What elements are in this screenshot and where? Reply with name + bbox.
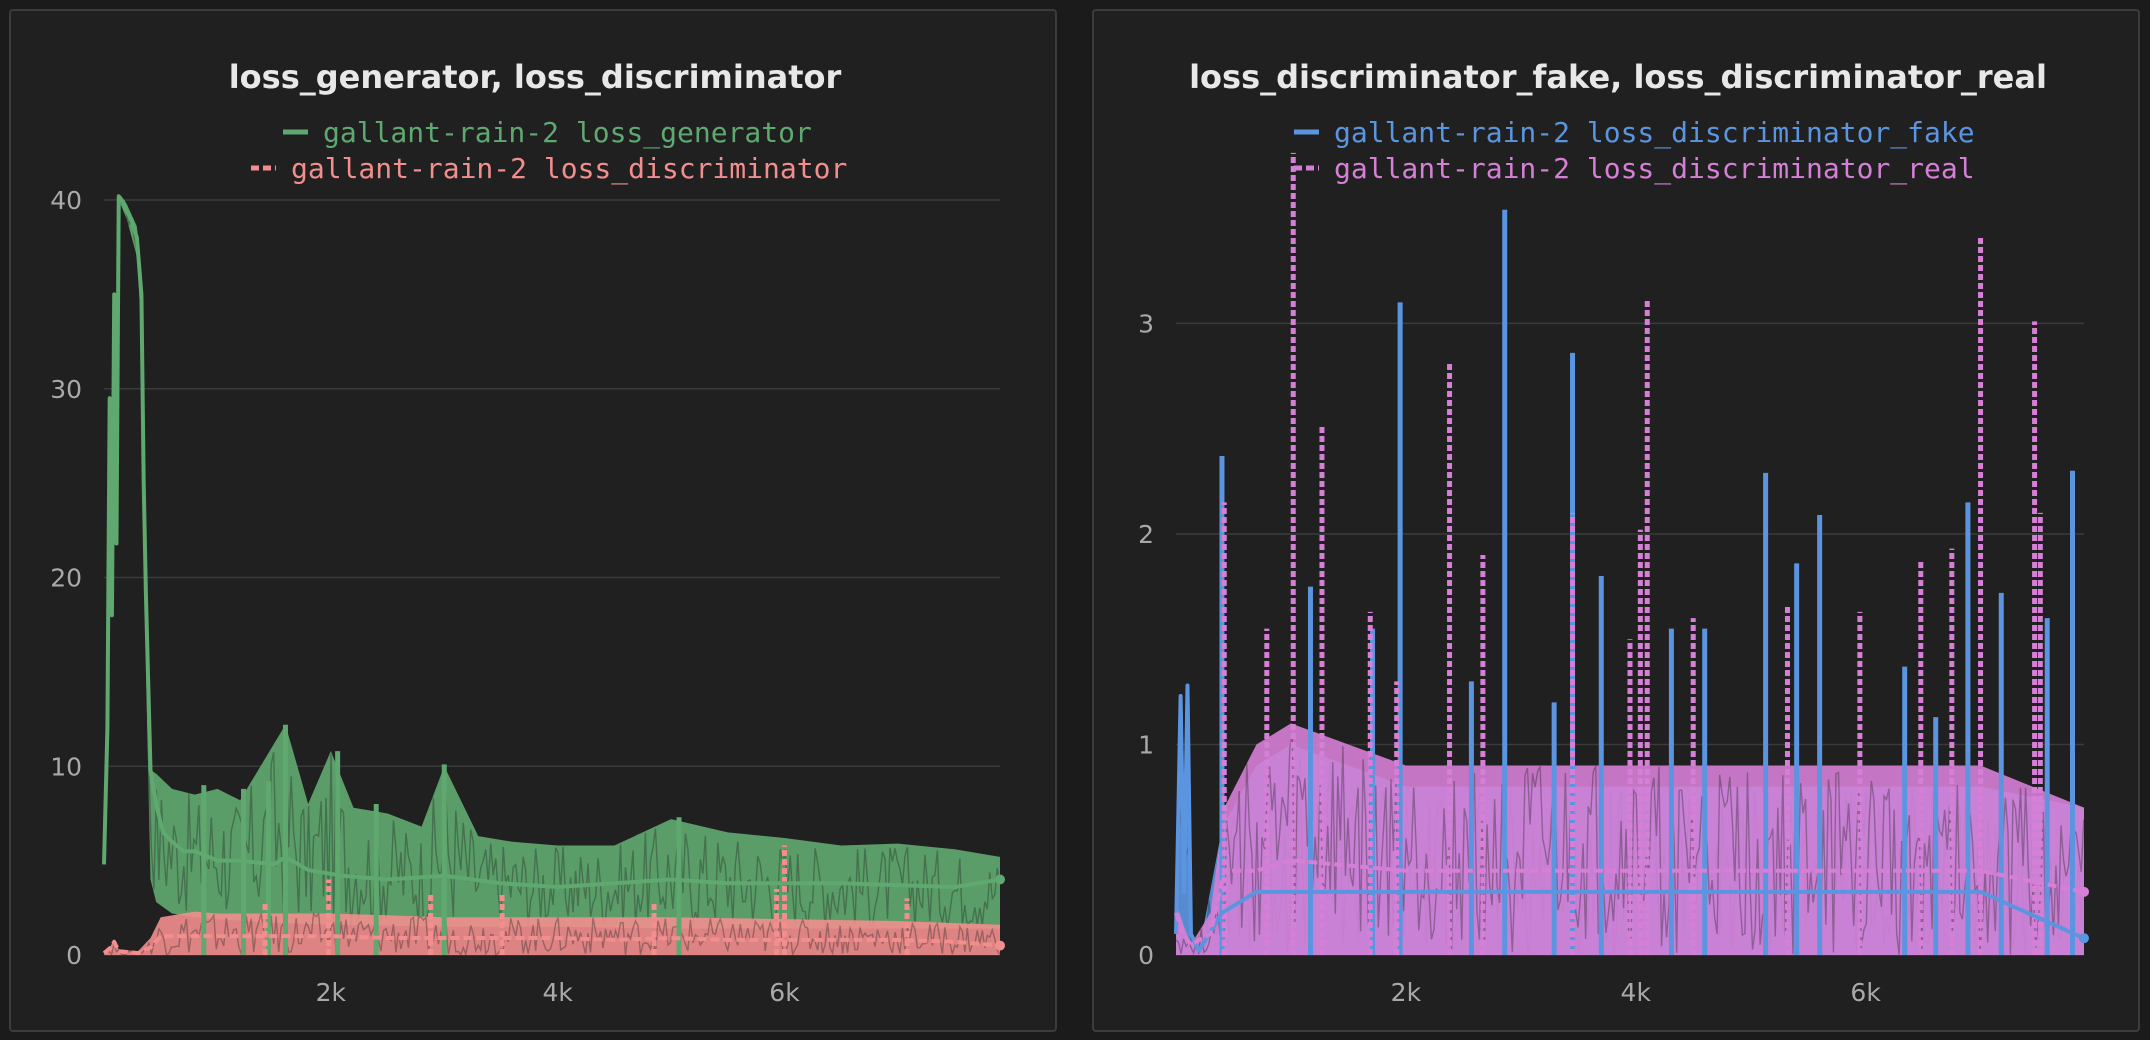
legend-label-loss-discriminator[interactable]: gallant-rain-2 loss_discriminator: [291, 152, 847, 186]
chart-panel-left: 0 10 20 30 40 2k 4k 6k loss_generator, loss_dis…: [9, 9, 1057, 1032]
series-end-point-gallant-rain-2-loss_discriminator_fake: [2079, 933, 2089, 944]
chart-panel-right: 0 1 2 3 2k 4k 6k loss_discriminator_fake, loss…: [1092, 9, 2140, 1032]
legend-label-loss-generator[interactable]: gallant-rain-2 loss_generator: [323, 116, 812, 150]
series-band-gallant-rain-2-loss_generator: [104, 196, 1000, 929]
y-tick-label: 40: [50, 186, 82, 215]
x-tick-label: 2k: [316, 978, 347, 1007]
y-tick-label: 0: [1138, 941, 1154, 970]
x-tick-label: 6k: [769, 978, 800, 1007]
y-tick-label: 30: [50, 375, 82, 404]
y-tick-label: 3: [1138, 309, 1154, 338]
series-end-point-gallant-rain-2-loss_generator: [995, 874, 1005, 885]
y-tick-label: 20: [50, 564, 82, 593]
series-texture-gallant-rain-2-loss_generator: [103, 196, 1001, 929]
series-band-gallant-rain-2-loss_discriminator_real: [1176, 723, 2084, 955]
y-tick-label: 0: [66, 941, 82, 970]
y-tick-label: 1: [1138, 730, 1154, 759]
chart-right: 0 1 2 3 2k 4k 6k loss_discriminator_fake, loss…: [1138, 58, 2089, 1007]
legend: gallant-rain-2 loss_generator gallant-ra…: [251, 116, 847, 186]
legend-label-loss-discriminator-real[interactable]: gallant-rain-2 loss_discriminator_real: [1334, 152, 1975, 186]
series-end-point-gallant-rain-2-loss_discriminator: [995, 940, 1005, 951]
series-line-gallant-rain-2-loss_discriminator_fake[interactable]: [1174, 683, 2085, 953]
series-line-gallant-rain-2-loss_generator[interactable]: [102, 194, 1001, 890]
chart-title: loss_generator, loss_discriminator: [229, 58, 842, 96]
chart-title: loss_discriminator_fake, loss_discrimina…: [1189, 58, 2047, 96]
legend-label-loss-discriminator-fake[interactable]: gallant-rain-2 loss_discriminator_fake: [1334, 116, 1975, 150]
x-tick-label: 2k: [1391, 978, 1422, 1007]
y-tick-label: 10: [50, 752, 82, 781]
chart-left: 0 10 20 30 40 2k 4k 6k loss_generator, loss_dis…: [50, 58, 1005, 1007]
y-tick-label: 2: [1138, 520, 1154, 549]
series-end-point-gallant-rain-2-loss_discriminator_real: [2079, 886, 2089, 897]
series-line-gallant-rain-2-loss_discriminator_real[interactable]: [1174, 858, 2085, 947]
x-tick-label: 6k: [1850, 978, 1881, 1007]
series-texture-gallant-rain-2-loss_discriminator: [103, 912, 1001, 958]
x-tick-label: 4k: [542, 978, 573, 1007]
series-line-gallant-rain-2-loss_discriminator[interactable]: [102, 934, 1001, 956]
x-tick-label: 4k: [1621, 978, 1652, 1007]
legend: gallant-rain-2 loss_discriminator_fake g…: [1294, 116, 1975, 186]
